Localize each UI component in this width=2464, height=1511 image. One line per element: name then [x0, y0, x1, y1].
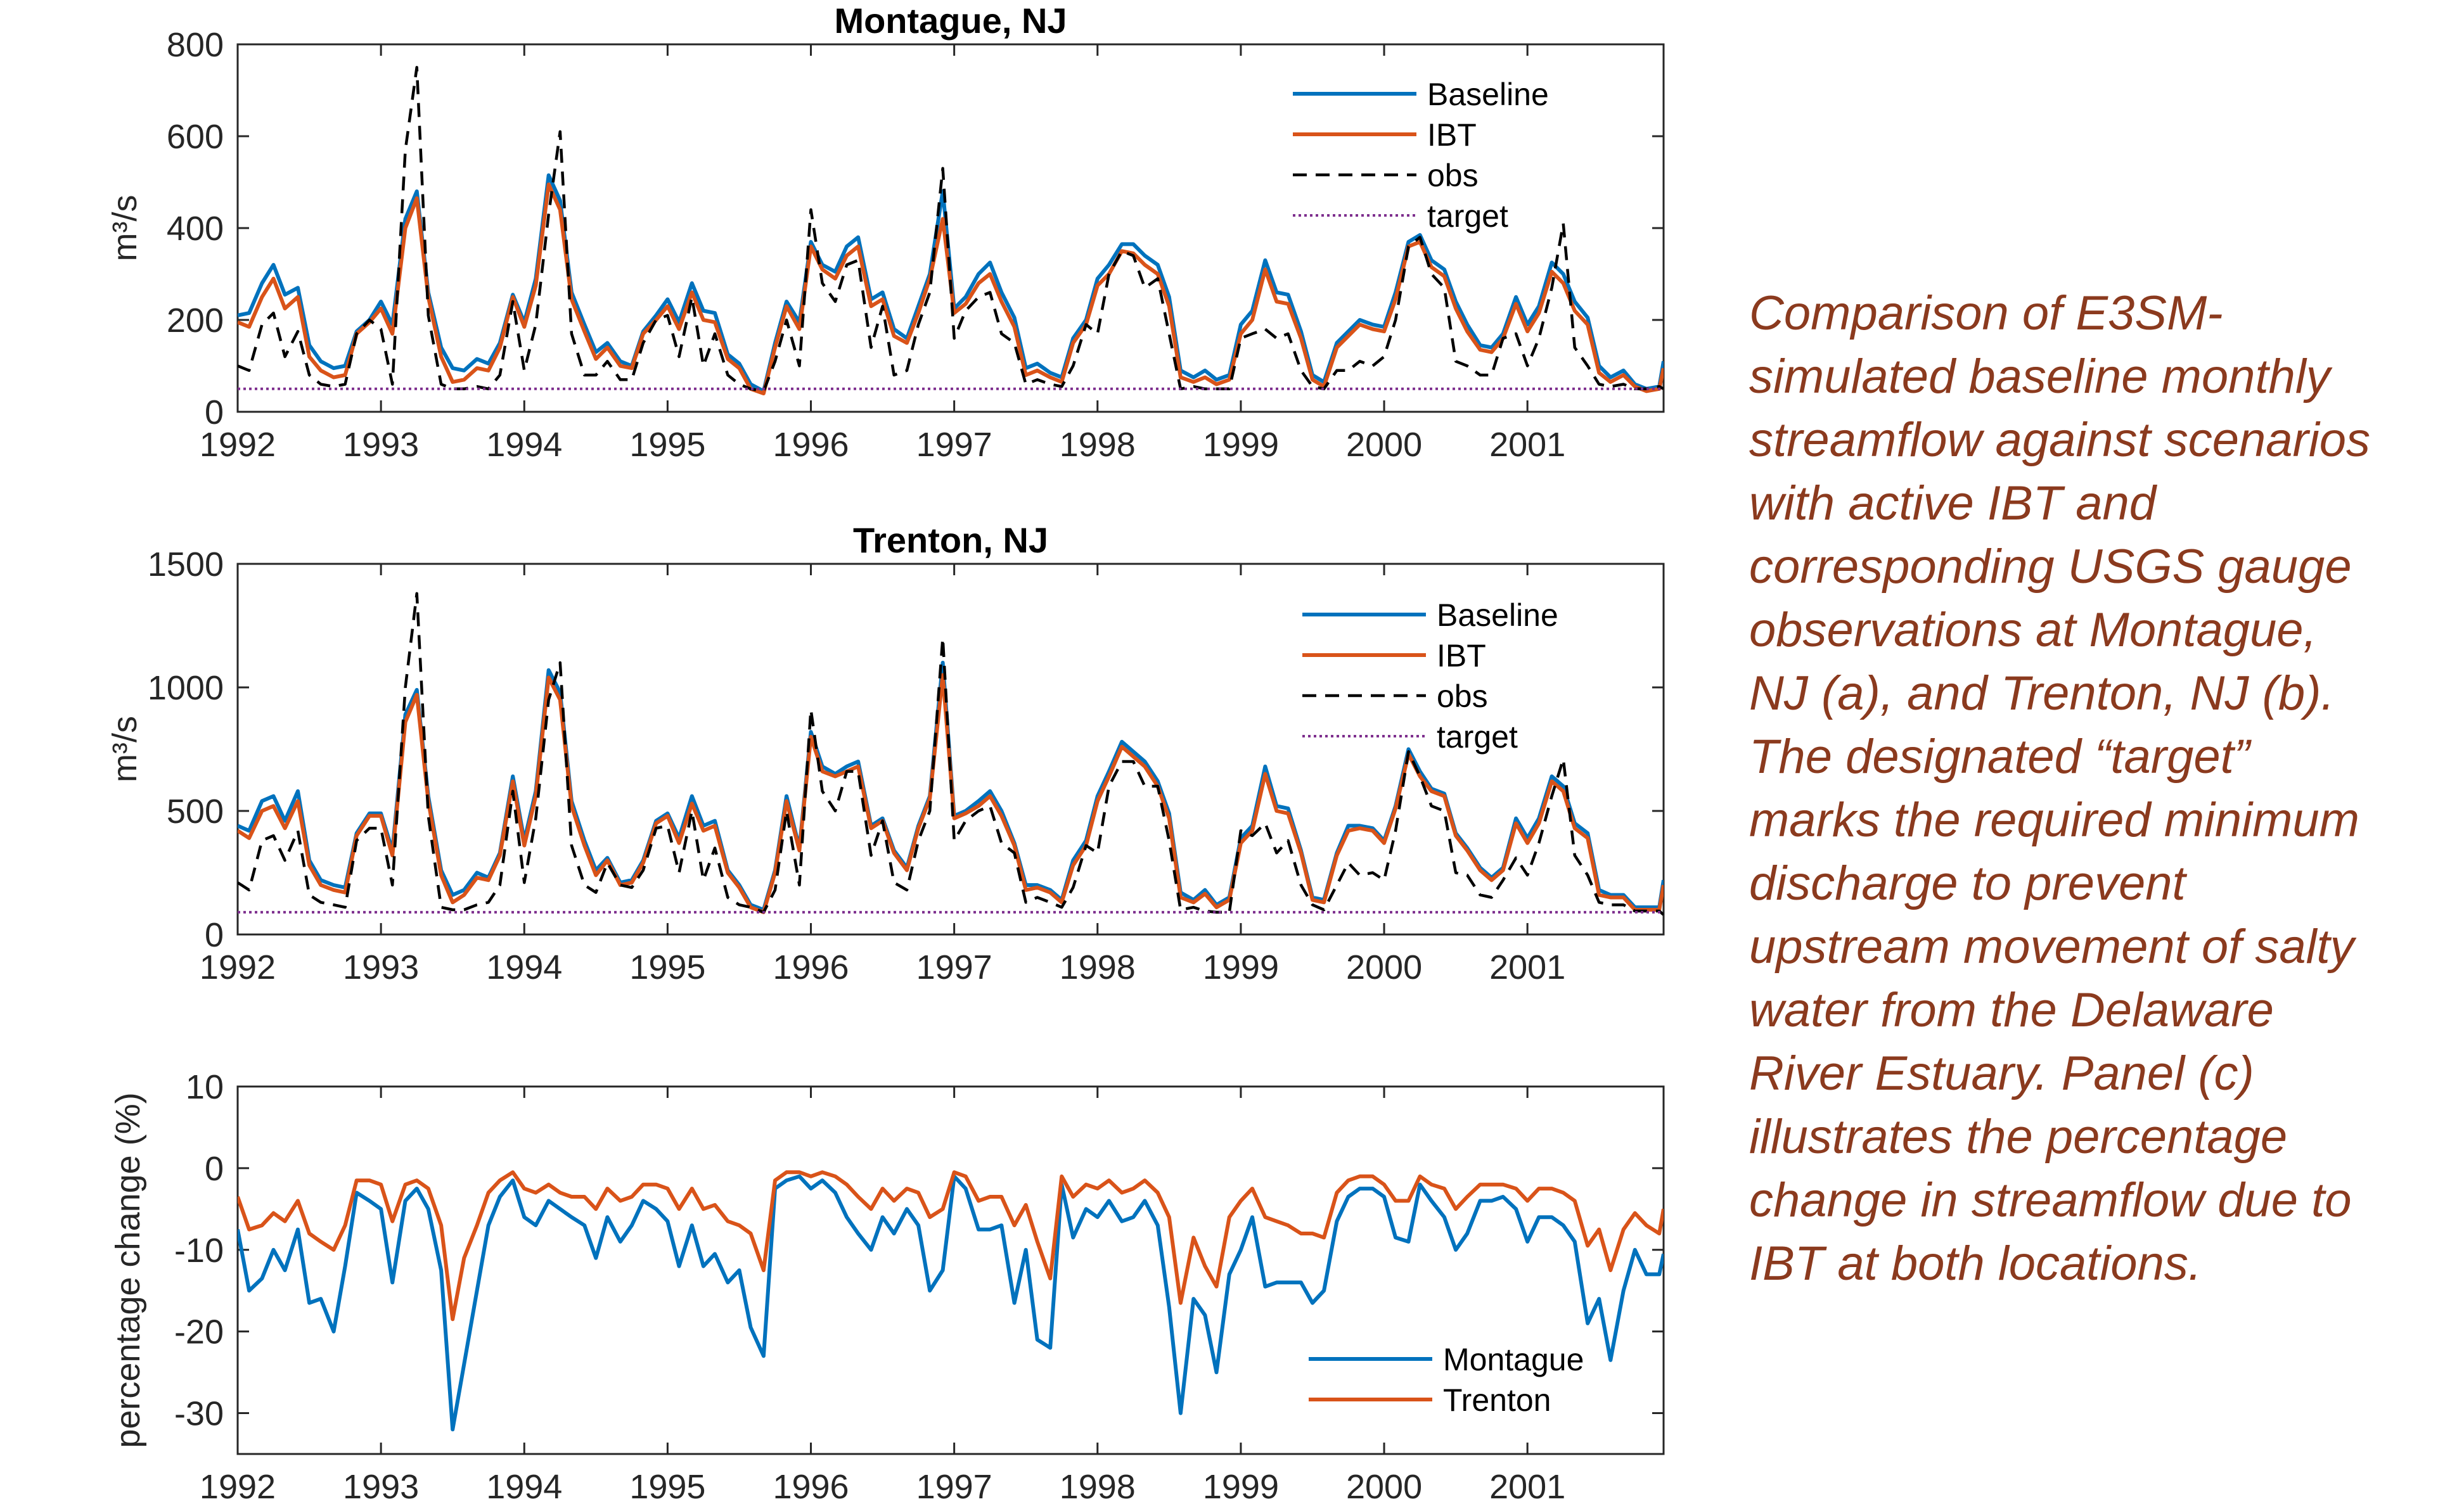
- x-tick-label: 2000: [1346, 426, 1422, 464]
- y-tick-label: 0: [205, 393, 224, 431]
- legend-label: target: [1427, 198, 1508, 234]
- y-axis-label: m³/s: [106, 195, 144, 262]
- x-tick-label: 2001: [1489, 426, 1565, 464]
- caption-line: upstream movement of salty: [1749, 920, 2354, 974]
- caption-line: change in streamflow due to: [1749, 1173, 2352, 1227]
- panel-trenton: Trenton, NJ 1992 1993 1994 1995 1996 1997 1998 1…: [106, 520, 1665, 986]
- legend: Baseline IBT obs target: [1302, 597, 1558, 755]
- caption-line: NJ (a), and Trenton, NJ (b).: [1749, 666, 2335, 720]
- x-tick-label: 1994: [486, 1468, 562, 1506]
- x-tick-label: 1997: [916, 426, 992, 464]
- x-tick-label: 2001: [1489, 948, 1565, 986]
- x-tick-label: 1992: [200, 426, 276, 464]
- caption-line: observations at Montague,: [1749, 603, 2317, 657]
- y-tick-label: 600: [167, 118, 224, 156]
- x-tick-label: 1993: [343, 948, 419, 986]
- y-axis-label: m³/s: [106, 716, 144, 782]
- x-tick-label: 1995: [629, 1468, 705, 1506]
- x-tick-label: 1992: [200, 1468, 276, 1506]
- x-tick-label: 1995: [629, 426, 705, 464]
- x-tick-label: 1999: [1203, 426, 1279, 464]
- caption-line: Comparison of E3SM-: [1749, 286, 2223, 340]
- y-tick-label: 500: [167, 793, 224, 831]
- series-line-ibt: [238, 182, 1664, 395]
- y-tick-label: -20: [174, 1313, 224, 1351]
- chart-title: Trenton, NJ: [853, 520, 1048, 560]
- series-line-obs: [238, 592, 1664, 916]
- x-tick-label: 1994: [486, 426, 562, 464]
- figure-caption: Comparison of E3SM- simulated baseline m…: [1749, 282, 2446, 1296]
- caption-line: IBT at both locations.: [1749, 1237, 2202, 1291]
- axes-frame: [236, 1085, 1665, 1455]
- x-tick-label: 1996: [773, 948, 849, 986]
- y-tick-label: 200: [167, 302, 224, 340]
- caption-line: discharge to prevent: [1749, 857, 2186, 910]
- x-tick-label: 1997: [916, 1468, 992, 1506]
- y-tick-label: 0: [205, 1150, 224, 1188]
- caption-line: with active IBT and: [1749, 476, 2157, 530]
- x-tick-label: 1998: [1060, 1468, 1136, 1506]
- series-line-trenton: [238, 1170, 1664, 1322]
- y-tick-label: 1500: [148, 545, 224, 583]
- legend-label: obs: [1437, 679, 1488, 714]
- y-tick-label: -30: [174, 1395, 224, 1433]
- legend-label: Trenton: [1443, 1382, 1551, 1418]
- legend-label: Montague: [1443, 1342, 1584, 1377]
- y-tick-label: -10: [174, 1232, 224, 1270]
- caption-line: water from the Delaware: [1749, 983, 2274, 1037]
- chart-title: Montague, NJ: [834, 1, 1067, 41]
- x-tick-label: 1999: [1203, 1468, 1279, 1506]
- caption-line: illustrates the percentage: [1749, 1110, 2288, 1164]
- x-tick-label: 1996: [773, 1468, 849, 1506]
- panel-montague: Montague, NJ 1992 1993 1994 1995 1996 1997 1998…: [106, 1, 1665, 464]
- x-tick-label: 1998: [1060, 948, 1136, 986]
- legend-label: IBT: [1427, 117, 1477, 153]
- x-tick-label: 1995: [629, 948, 705, 986]
- caption-line: streamflow against scenarios: [1749, 413, 2370, 467]
- series-line-obs: [238, 66, 1664, 393]
- x-tick-label: 1992: [200, 948, 276, 986]
- legend-label: obs: [1427, 158, 1479, 193]
- legend: Baseline IBT obs target: [1293, 77, 1549, 234]
- y-axis-label: percentage change (%): [109, 1092, 147, 1448]
- x-tick-label: 1994: [486, 948, 562, 986]
- x-tick-label: 1996: [773, 426, 849, 464]
- x-tick-label: 1993: [343, 1468, 419, 1506]
- y-tick-label: 800: [167, 26, 224, 64]
- legend-label: IBT: [1437, 638, 1486, 673]
- y-tick-label: 10: [186, 1068, 224, 1106]
- y-tick-label: 400: [167, 210, 224, 248]
- x-tick-label: 2000: [1346, 1468, 1422, 1506]
- y-tick-label: 0: [205, 916, 224, 954]
- legend-label: Baseline: [1427, 77, 1549, 112]
- x-tick-label: 1998: [1060, 426, 1136, 464]
- caption-line: The designated “target”: [1749, 730, 2250, 784]
- legend: Montague Trenton: [1309, 1342, 1584, 1418]
- axes-frame: [236, 563, 1665, 936]
- series-line-ibt: [238, 673, 1664, 914]
- caption-line: River Estuary. Panel (c): [1749, 1047, 2254, 1100]
- x-tick-label: 2001: [1489, 1468, 1565, 1506]
- panel-percentage-change: 1992 1993 1994 1995 1996 1997 1998 1999 2000 2001…: [109, 1068, 1665, 1506]
- caption-line: corresponding USGS gauge: [1749, 540, 2352, 594]
- caption-line: marks the required minimum: [1749, 793, 2359, 847]
- x-tick-label: 1999: [1203, 948, 1279, 986]
- x-tick-label: 2000: [1346, 948, 1422, 986]
- x-tick-label: 1993: [343, 426, 419, 464]
- caption-line: simulated baseline monthly: [1749, 350, 2330, 404]
- y-tick-label: 1000: [148, 669, 224, 707]
- x-tick-label: 1997: [916, 948, 992, 986]
- legend-label: target: [1437, 719, 1518, 755]
- legend-label: Baseline: [1437, 597, 1558, 633]
